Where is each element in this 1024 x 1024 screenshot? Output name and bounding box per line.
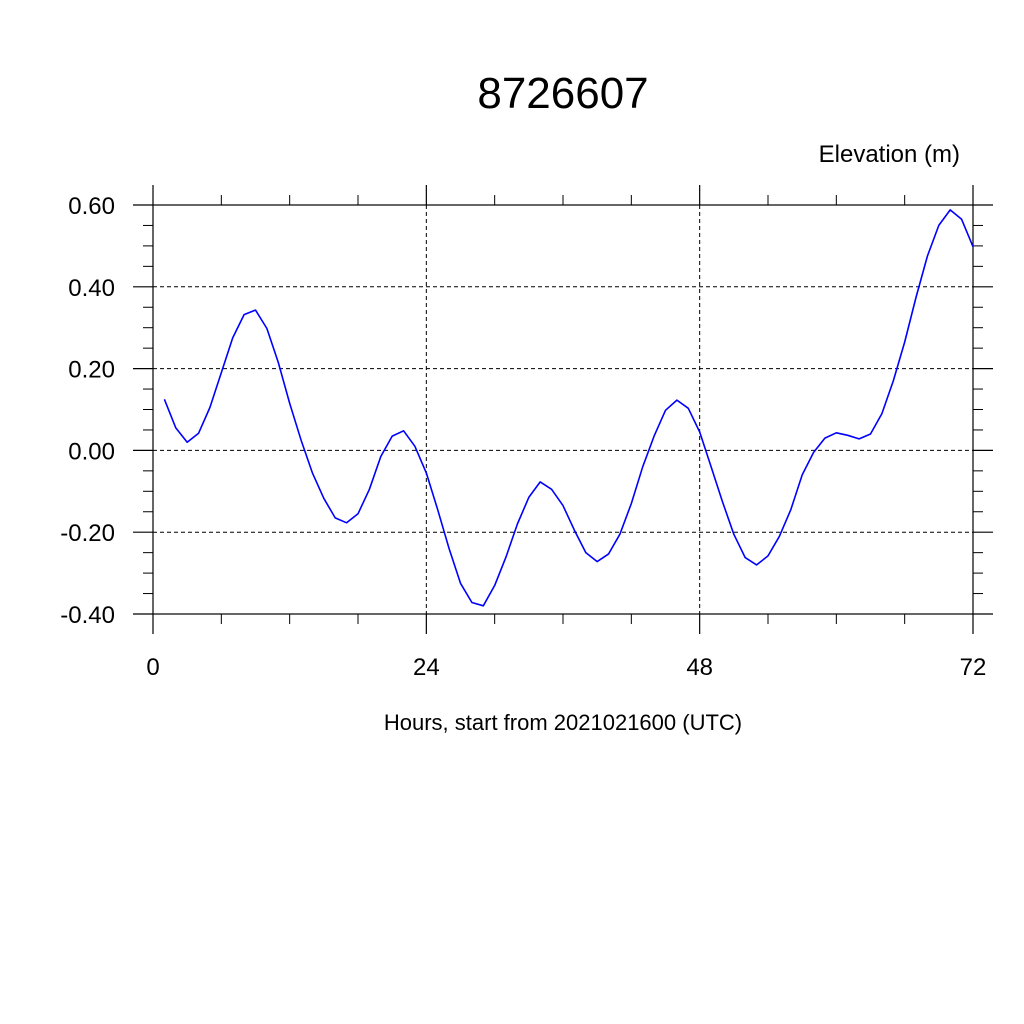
- elevation-series-line: [163, 209, 974, 607]
- x-tick-label: 72: [960, 654, 987, 681]
- y-tick-label: 0.60: [68, 193, 115, 220]
- units-label: Elevation (m): [819, 141, 960, 168]
- tick-labels: 0 24 48 72 -0.40 -0.20 0.00 0.20 0.40 0.60: [60, 193, 986, 681]
- x-tick-label: 24: [413, 654, 440, 681]
- grid-lines: [153, 205, 973, 614]
- y-tick-label: -0.20: [60, 520, 115, 547]
- axis-ticks: [133, 185, 993, 634]
- x-axis-label: Hours, start from 2021021600 (UTC): [384, 710, 742, 735]
- y-tick-label: 0.40: [68, 275, 115, 302]
- y-tick-label: 0.20: [68, 357, 115, 384]
- x-tick-label: 0: [146, 654, 159, 681]
- chart-title: 8726607: [477, 69, 648, 118]
- y-tick-label: 0.00: [68, 438, 115, 465]
- x-tick-label: 48: [686, 654, 713, 681]
- series-layer: [163, 209, 974, 607]
- plot-frame: [152, 204, 974, 615]
- y-tick-label: -0.40: [60, 602, 115, 629]
